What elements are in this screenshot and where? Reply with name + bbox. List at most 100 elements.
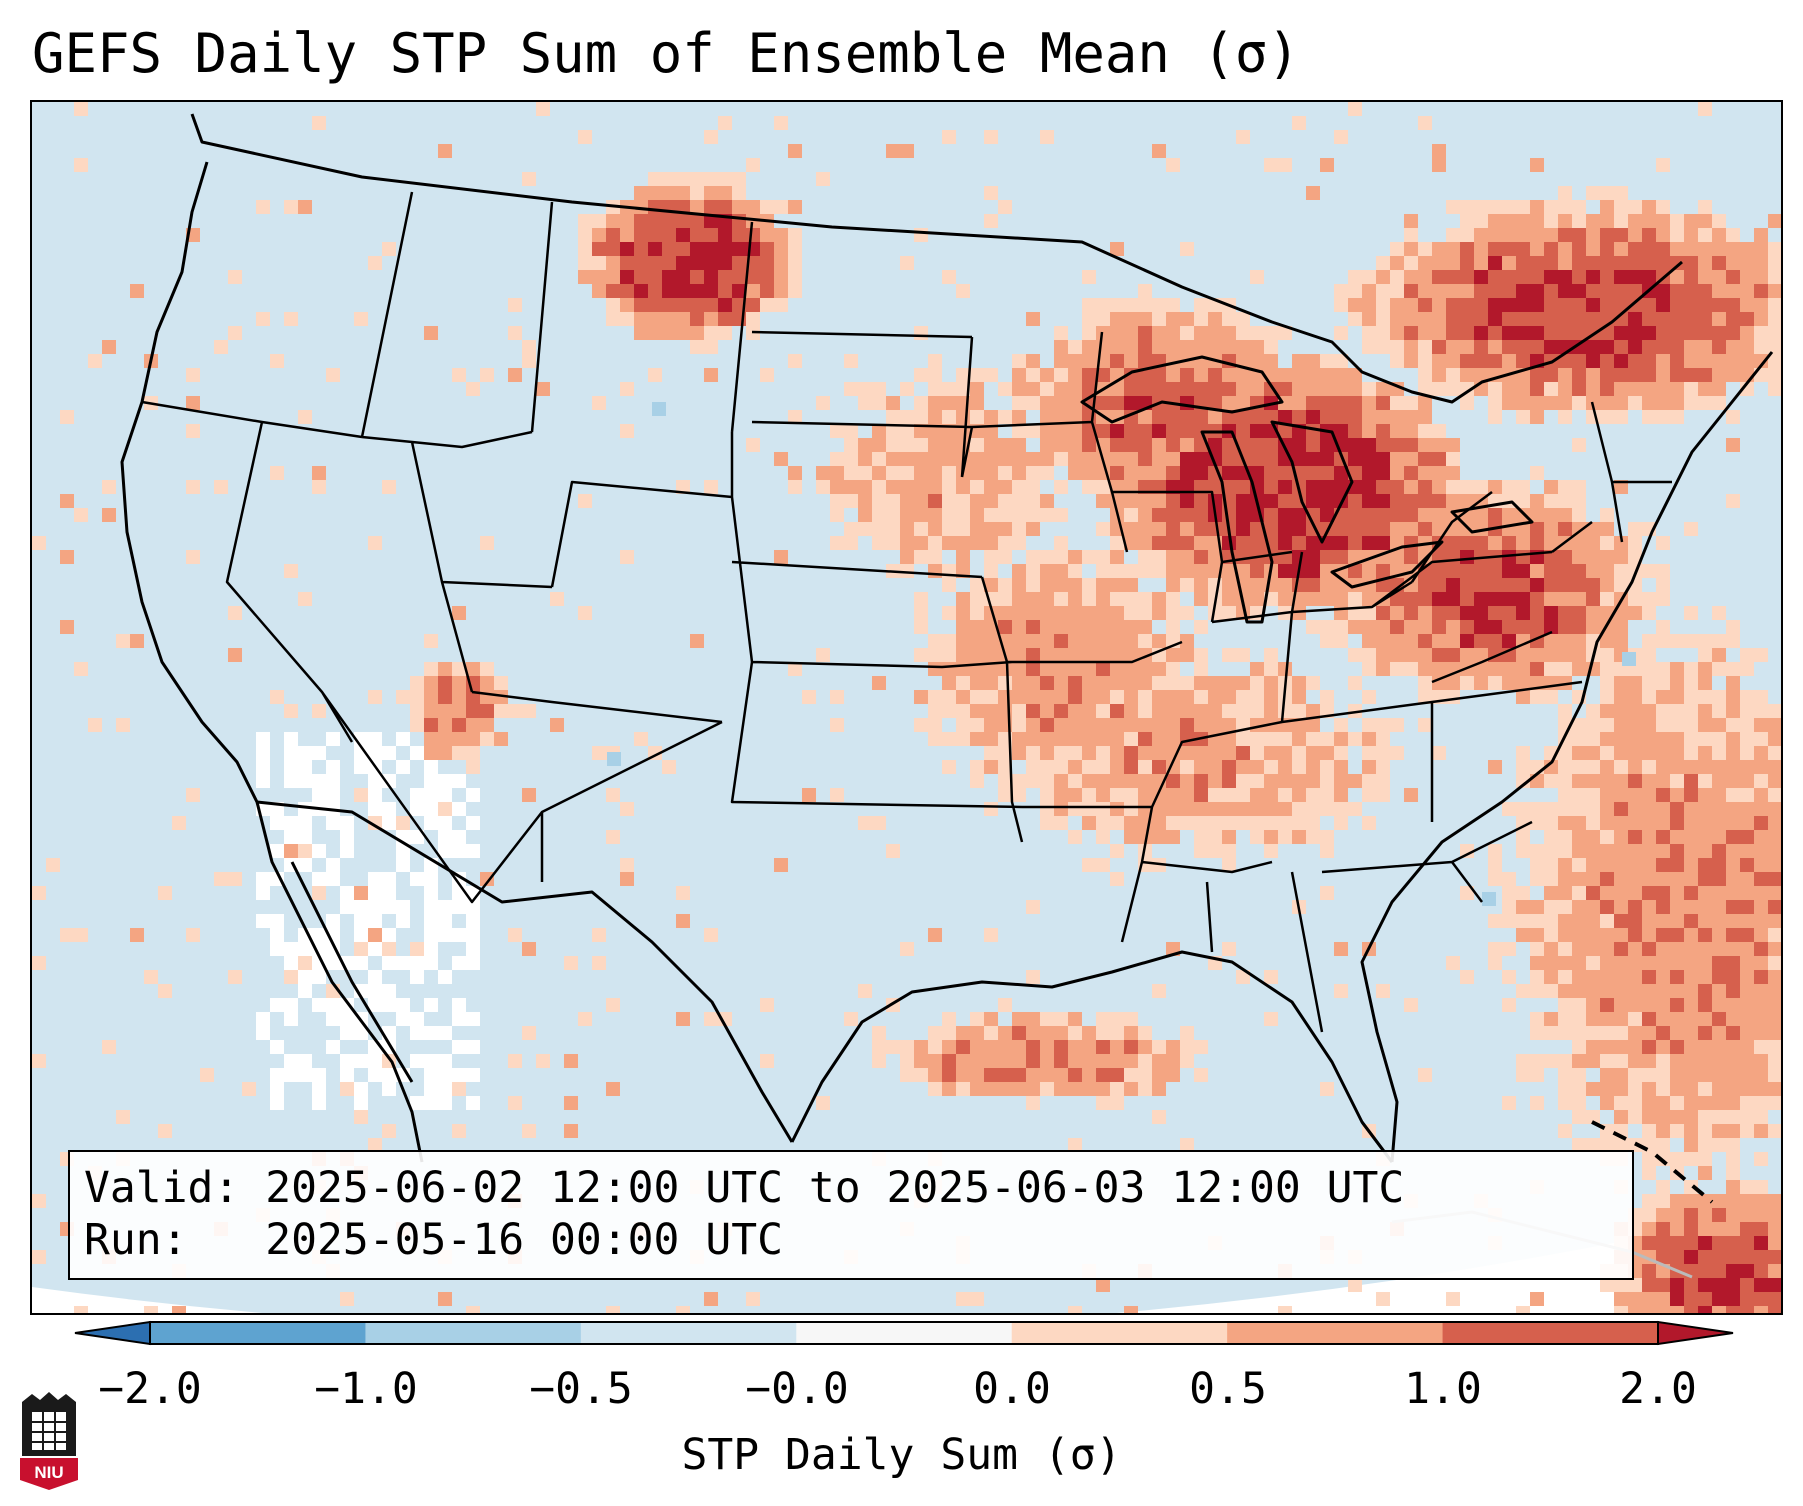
stp-cell (1516, 270, 1530, 284)
stp-cell (1488, 844, 1502, 858)
stp-cell (1642, 1194, 1656, 1208)
stp-cell (1740, 984, 1754, 998)
stp-cell (382, 774, 396, 788)
stp-cell (928, 522, 942, 536)
stp-cell (1698, 1222, 1712, 1236)
border-layer (120, 113, 1774, 1279)
stp-cell (956, 1068, 970, 1082)
stp-cell (1656, 1068, 1670, 1082)
stp-cell (1040, 382, 1054, 396)
stp-cell (1628, 788, 1642, 802)
stp-cell (1068, 1054, 1082, 1068)
stp-cell (256, 886, 270, 900)
stp-cell (1740, 718, 1754, 732)
stp-cell (1642, 228, 1656, 242)
stp-cell (1138, 522, 1152, 536)
stp-cell (1782, 1082, 1783, 1096)
map-frame[interactable] (30, 100, 1783, 1315)
stp-cell (1684, 1054, 1698, 1068)
stp-cell (1614, 228, 1628, 242)
stp-cell (1278, 802, 1292, 816)
stp-cell (312, 844, 326, 858)
stp-cell (1152, 690, 1166, 704)
stp-cell (942, 704, 956, 718)
stp-cell (1600, 522, 1614, 536)
stp-cell (1698, 662, 1712, 676)
stp-cell (1712, 802, 1726, 816)
stp-cell (1404, 550, 1418, 564)
stp-cell (1012, 1082, 1026, 1096)
stp-cell (1446, 340, 1460, 354)
stp-cell (676, 886, 690, 900)
stp-cell (1698, 844, 1712, 858)
stp-cell (60, 928, 74, 942)
stp-cell (732, 284, 746, 298)
stp-cell (74, 1306, 88, 1313)
stp-cell (1656, 620, 1670, 634)
stp-cell (1166, 564, 1180, 578)
stp-cell (1040, 732, 1054, 746)
stp-cell (1754, 228, 1768, 242)
stp-cell (1530, 298, 1544, 312)
stp-cell (466, 704, 480, 718)
stp-cell (1614, 746, 1628, 760)
stp-cell (1026, 1068, 1040, 1082)
stp-cell (1012, 382, 1026, 396)
stp-cell (1488, 662, 1502, 676)
stp-cell (900, 942, 914, 956)
stp-cell (1726, 1026, 1740, 1040)
stp-cell (1460, 648, 1474, 662)
colorbar-segment (1227, 1322, 1444, 1344)
stp-cell (1432, 298, 1446, 312)
stp-cell (508, 928, 522, 942)
stp-cell (1348, 270, 1362, 284)
stp-cell (1544, 1026, 1558, 1040)
stp-cell (1334, 816, 1348, 830)
stp-cell (928, 1026, 942, 1040)
stp-cell (830, 690, 844, 704)
stp-cell (1026, 312, 1040, 326)
stp-cell (1642, 1026, 1656, 1040)
stp-cell (1614, 242, 1628, 256)
stp-cell (424, 1026, 438, 1040)
stp-cell (1208, 312, 1222, 326)
stp-cell (1572, 298, 1586, 312)
stp-cell (1362, 592, 1376, 606)
stp-cell (1740, 1082, 1754, 1096)
stp-cell (1642, 858, 1656, 872)
stp-cell (1390, 606, 1404, 620)
stp-cell (942, 676, 956, 690)
stp-cell (424, 914, 438, 928)
stp-cell (284, 1012, 298, 1026)
stp-cell (1488, 676, 1502, 690)
stp-cell (1432, 634, 1446, 648)
stp-cell (1572, 662, 1586, 676)
stp-cell (1306, 186, 1320, 200)
stp-cell (1068, 354, 1082, 368)
stp-cell (1544, 382, 1558, 396)
stp-cell (1040, 438, 1054, 452)
stp-cell (1656, 1124, 1670, 1138)
stp-cell (984, 1040, 998, 1054)
stp-cell (1236, 326, 1250, 340)
stp-cell (1026, 648, 1040, 662)
stp-cell (1656, 900, 1670, 914)
stp-cell (1460, 298, 1474, 312)
stp-cell (1740, 942, 1754, 956)
stp-cell (1096, 396, 1110, 410)
stp-cell (1614, 704, 1628, 718)
stp-cell (928, 928, 942, 942)
stp-cell (1572, 788, 1586, 802)
stp-cell (970, 1082, 984, 1096)
stp-cell (1516, 396, 1530, 410)
stp-cell (424, 774, 438, 788)
stp-cell (1208, 816, 1222, 830)
stp-cell (1208, 830, 1222, 844)
stp-cell (1040, 466, 1054, 480)
stp-cell (424, 956, 438, 970)
stp-cell (830, 508, 844, 522)
stp-cell (298, 1054, 312, 1068)
stp-cell (900, 452, 914, 466)
stp-cell (1782, 1208, 1783, 1222)
stp-cell (648, 186, 662, 200)
